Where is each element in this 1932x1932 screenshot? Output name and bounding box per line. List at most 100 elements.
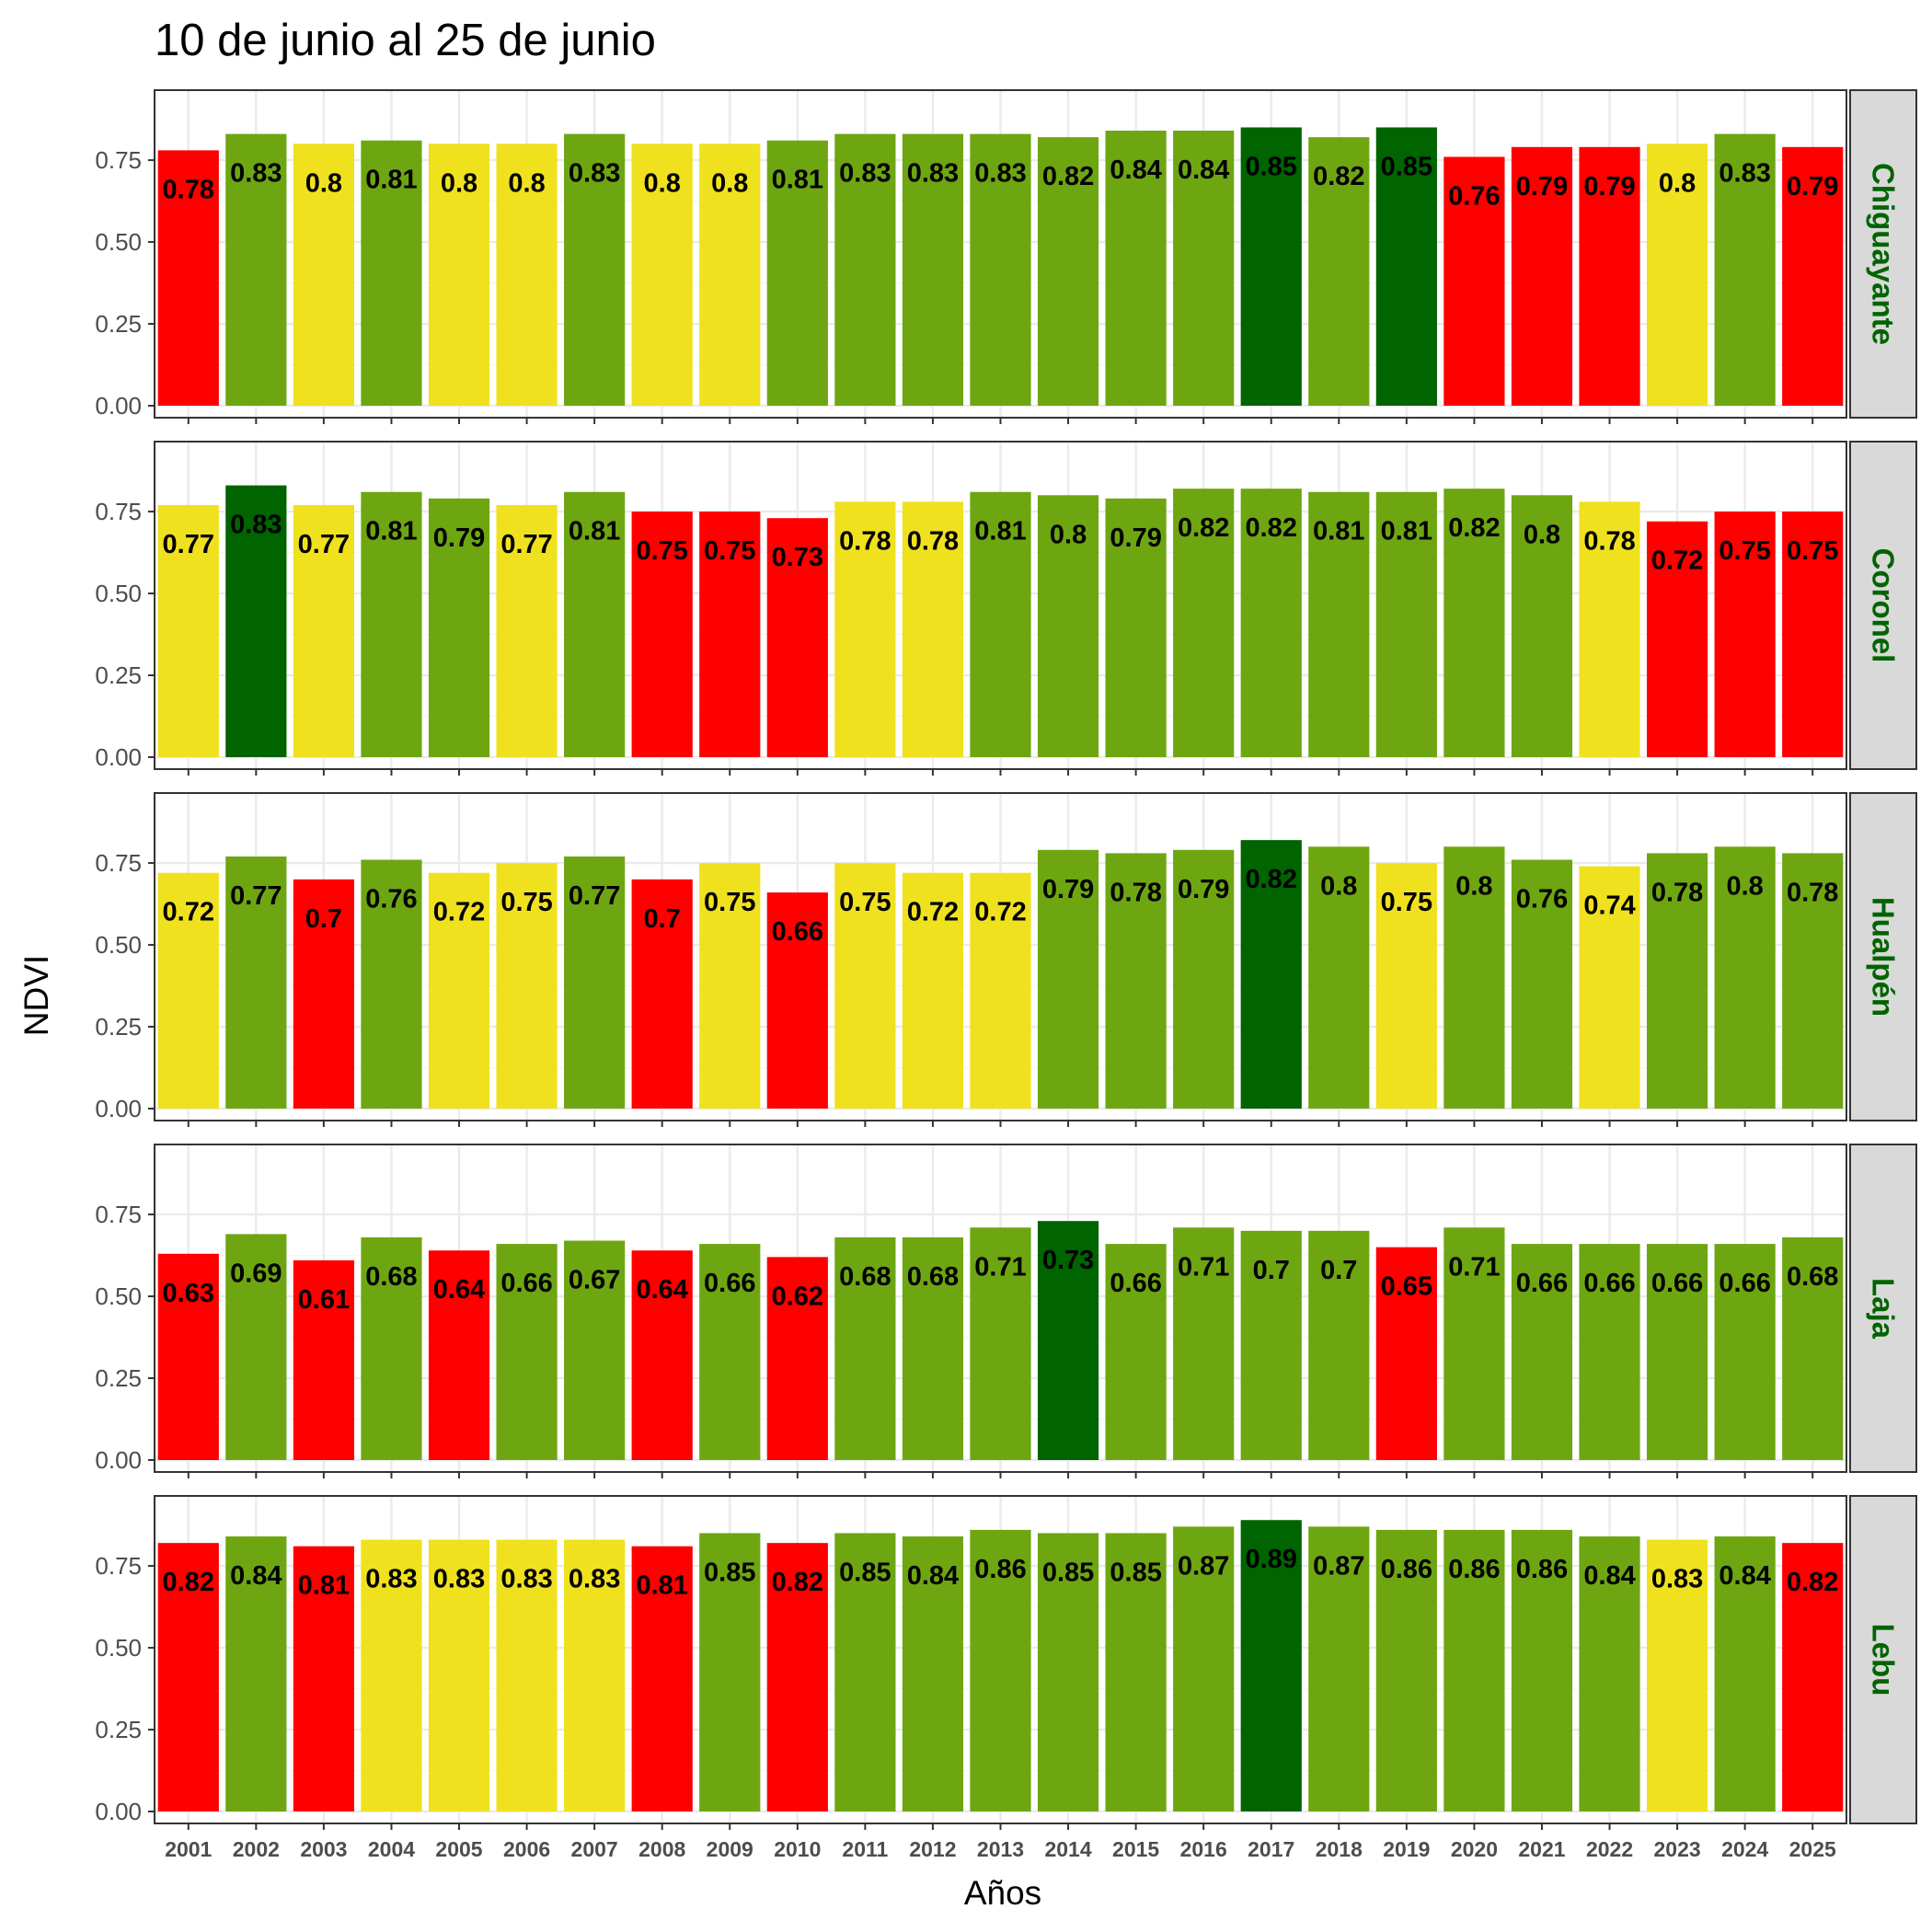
bar-value-label: 0.72 [1651,546,1703,576]
bar [293,879,355,1109]
bar-value-label: 0.8 [1726,871,1763,901]
bar [1375,1247,1437,1460]
facet-strip-label: Hualpén [1867,897,1901,1017]
bar [496,1244,558,1460]
bar [1240,489,1302,757]
bar-value-label: 0.82 [1042,162,1094,191]
bar-value-label: 0.75 [704,536,755,566]
bar [428,1250,490,1460]
y-tick-label: 0.25 [95,310,142,338]
bar-value-label: 0.72 [907,898,959,927]
bar-value-label: 0.75 [500,888,552,917]
bar-value-label: 0.86 [974,1555,1026,1584]
bar [1037,137,1099,406]
bar [496,1539,558,1811]
bar-value-label: 0.74 [1583,891,1635,921]
bar [361,1539,422,1811]
x-tick-label: 2016 [1180,1837,1227,1861]
x-tick-label: 2025 [1789,1837,1836,1861]
bar-value-label: 0.7 [1253,1256,1290,1285]
bar [1308,846,1370,1109]
bar-value-label: 0.78 [1110,878,1161,907]
facet-strip [1849,792,1917,1121]
bar [1782,1543,1844,1811]
bar [361,1236,422,1460]
y-tick-label: 0.50 [95,931,142,959]
bar [428,144,490,407]
bar [1173,849,1235,1109]
bar-value-label: 0.75 [704,888,755,917]
x-tick-label: 2004 [368,1837,415,1861]
bar-value-label: 0.66 [704,1269,755,1298]
bar-value-label: 0.8 [644,168,681,198]
bar [1646,1539,1708,1811]
bar [766,1543,828,1811]
y-tick-label: 0.25 [95,1364,142,1392]
bar-value-label: 0.81 [365,517,417,546]
bar-value-label: 0.64 [433,1275,485,1305]
bar [1579,146,1640,407]
bar [361,140,422,407]
bar-value-label: 0.77 [500,530,552,559]
bar-value-label: 0.8 [1050,520,1087,549]
bar-value-label: 0.77 [569,881,620,911]
x-tick-label: 2007 [571,1837,618,1861]
bar [1105,498,1167,757]
bar-value-label: 0.83 [569,1565,620,1594]
bar [1240,1520,1302,1811]
bar [1714,1244,1776,1460]
bar-value-label: 0.75 [839,888,891,917]
bar [225,856,287,1109]
bar [1240,127,1302,406]
x-axis-title: Años [964,1874,1041,1912]
panel-coronel: 0.77 0.83 0.77 0.81 0.79 0.77 0.81 0.75 0.75 0.73… [95,441,1917,776]
bar-value-label: 0.83 [907,159,959,189]
bar-value-label: 0.68 [365,1262,417,1292]
bar [293,1546,355,1811]
bar-value-label: 0.8 [1320,871,1357,901]
bar-value-label: 0.85 [1042,1558,1094,1587]
x-tick-label: 2015 [1112,1837,1159,1861]
bar-value-label: 0.71 [1178,1252,1229,1282]
facet-strip [1849,441,1917,770]
bar-value-label: 0.83 [569,159,620,189]
bar-value-label: 0.69 [230,1259,282,1288]
bar [970,872,1031,1109]
y-tick-label: 0.00 [95,743,142,771]
bar [1308,137,1370,406]
bar [1782,512,1844,757]
y-tick-label: 0.50 [95,580,142,607]
y-tick-label: 0.75 [95,1552,142,1580]
bar [766,1257,828,1460]
x-tick-label: 2021 [1518,1837,1565,1861]
bar-value-label: 0.68 [1787,1262,1838,1292]
x-tick-label: 2012 [909,1837,956,1861]
bar-value-label: 0.78 [163,175,214,204]
bar [1443,1529,1505,1811]
bar-value-label: 0.7 [644,904,681,934]
bar [1037,849,1099,1109]
bar [361,859,422,1109]
bar [1443,156,1505,406]
bar [1714,133,1776,406]
bar-value-label: 0.84 [1719,1561,1770,1591]
bar-value-label: 0.82 [1246,865,1297,894]
bar-value-label: 0.8 [441,168,477,198]
x-tick-label: 2011 [842,1837,888,1861]
bar [1443,846,1505,1109]
bar [496,863,558,1109]
bar [225,1536,287,1811]
y-tick-label: 0.50 [95,1282,142,1310]
bar [1646,1244,1708,1460]
bar-value-label: 0.82 [1178,513,1229,543]
x-tick-label: 2009 [707,1837,753,1861]
bar [293,1259,355,1460]
bar-value-label: 0.78 [907,526,959,556]
bar-value-label: 0.79 [1042,875,1094,904]
x-tick-label: 2019 [1383,1837,1430,1861]
x-tick-label: 2020 [1451,1837,1498,1861]
bar [564,491,626,757]
bar-value-label: 0.66 [1110,1269,1161,1298]
bar [834,863,896,1109]
bar-value-label: 0.83 [839,159,891,189]
